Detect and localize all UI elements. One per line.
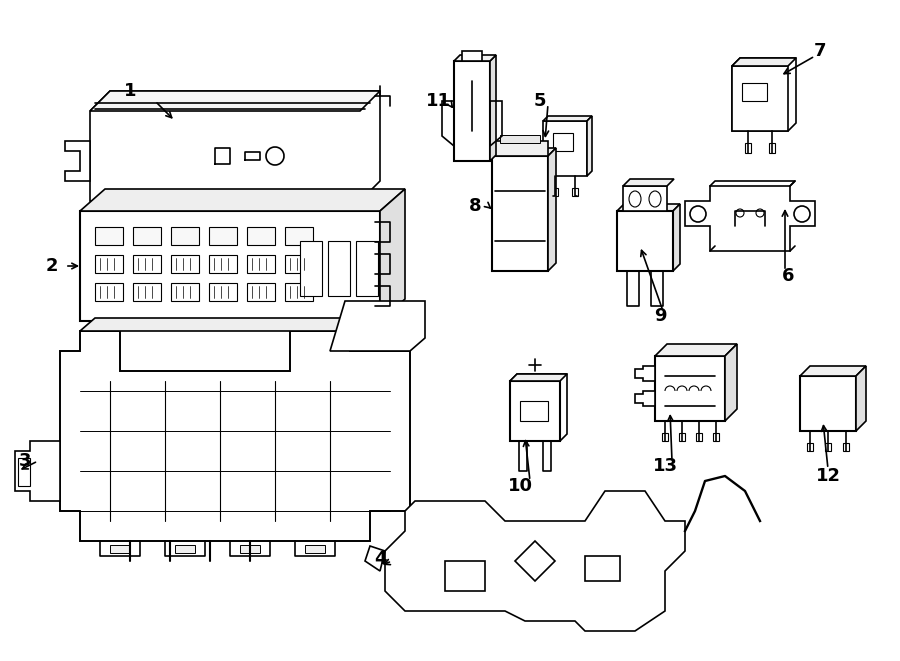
Polygon shape <box>617 211 673 271</box>
Bar <box>285 227 313 245</box>
Bar <box>133 255 161 273</box>
Polygon shape <box>548 148 556 271</box>
Polygon shape <box>462 51 482 61</box>
Polygon shape <box>90 91 380 111</box>
Bar <box>843 443 849 451</box>
Polygon shape <box>732 58 796 131</box>
Bar <box>240 545 260 553</box>
Polygon shape <box>492 148 556 156</box>
Text: 6: 6 <box>782 267 794 285</box>
Polygon shape <box>685 186 815 251</box>
Bar <box>553 133 573 151</box>
Bar <box>825 443 831 451</box>
Text: 12: 12 <box>815 467 841 485</box>
Bar <box>95 283 123 301</box>
Polygon shape <box>623 179 674 186</box>
Polygon shape <box>492 156 548 271</box>
Bar <box>171 283 199 301</box>
Bar <box>572 188 578 196</box>
Polygon shape <box>80 211 380 321</box>
Bar <box>247 283 275 301</box>
Bar <box>662 433 668 441</box>
Bar <box>769 143 775 153</box>
Polygon shape <box>365 546 385 571</box>
Polygon shape <box>732 58 796 66</box>
Polygon shape <box>15 441 60 501</box>
Polygon shape <box>800 366 866 376</box>
Bar <box>133 227 161 245</box>
Bar <box>175 545 195 553</box>
Bar <box>356 241 378 296</box>
Bar <box>247 255 275 273</box>
Polygon shape <box>587 116 592 176</box>
Text: 1: 1 <box>124 82 136 100</box>
Text: 8: 8 <box>469 197 482 215</box>
Polygon shape <box>655 344 737 356</box>
Text: 9: 9 <box>653 307 666 325</box>
Polygon shape <box>454 61 490 161</box>
Polygon shape <box>510 374 567 441</box>
Polygon shape <box>490 55 496 161</box>
Bar <box>713 433 719 441</box>
Bar <box>18 458 30 486</box>
Bar <box>171 255 199 273</box>
Bar <box>679 433 685 441</box>
Text: 11: 11 <box>426 92 451 110</box>
Bar <box>209 255 237 273</box>
Bar <box>133 283 161 301</box>
Text: 5: 5 <box>534 92 546 110</box>
Bar <box>585 556 620 581</box>
Bar <box>95 255 123 273</box>
Bar <box>209 283 237 301</box>
Text: 3: 3 <box>19 452 32 470</box>
Polygon shape <box>543 116 592 121</box>
Polygon shape <box>90 91 380 201</box>
Bar <box>247 227 275 245</box>
Text: 2: 2 <box>46 257 58 275</box>
Bar <box>520 401 548 421</box>
Polygon shape <box>60 331 410 541</box>
Bar <box>742 83 767 101</box>
Text: 10: 10 <box>508 477 533 495</box>
Polygon shape <box>725 344 737 421</box>
Polygon shape <box>655 356 725 421</box>
Polygon shape <box>673 204 680 271</box>
Polygon shape <box>454 55 496 61</box>
Bar <box>500 135 540 143</box>
Polygon shape <box>65 141 90 181</box>
Bar <box>552 188 558 196</box>
Polygon shape <box>623 186 667 211</box>
Polygon shape <box>80 189 405 211</box>
Polygon shape <box>543 121 587 176</box>
Text: 13: 13 <box>652 457 678 475</box>
Polygon shape <box>510 374 567 381</box>
Polygon shape <box>385 491 685 631</box>
Text: 4: 4 <box>374 550 386 568</box>
Polygon shape <box>800 376 856 431</box>
Text: 7: 7 <box>814 42 826 60</box>
Polygon shape <box>492 141 548 156</box>
Polygon shape <box>635 366 655 381</box>
Bar <box>328 241 350 296</box>
Bar <box>171 227 199 245</box>
Polygon shape <box>856 366 866 431</box>
Bar <box>285 283 313 301</box>
Polygon shape <box>510 381 560 441</box>
Bar <box>696 433 702 441</box>
Bar <box>285 255 313 273</box>
Bar <box>305 545 325 553</box>
Polygon shape <box>732 66 788 131</box>
Polygon shape <box>617 204 680 211</box>
Bar <box>110 545 130 553</box>
Polygon shape <box>635 391 655 406</box>
Bar <box>300 241 322 296</box>
Bar <box>745 143 751 153</box>
Polygon shape <box>380 189 405 321</box>
Polygon shape <box>330 301 425 351</box>
Polygon shape <box>80 318 365 331</box>
Bar <box>445 561 485 591</box>
Bar <box>209 227 237 245</box>
Bar <box>807 443 813 451</box>
Bar <box>95 227 123 245</box>
